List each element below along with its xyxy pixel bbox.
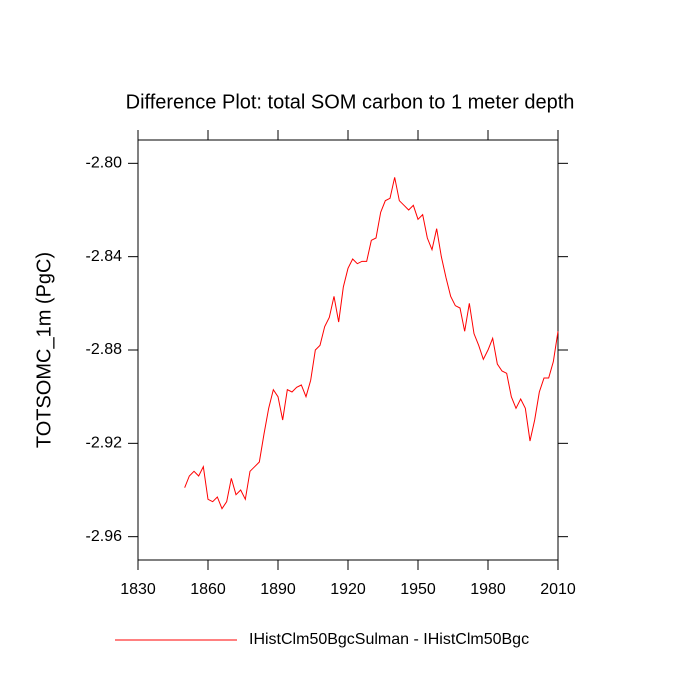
chart-title: Difference Plot: total SOM carbon to 1 m… — [126, 91, 575, 113]
data-line — [184, 177, 559, 510]
x-tick-label: 2010 — [540, 581, 576, 598]
y-tick-label: -2.80 — [86, 155, 123, 172]
y-tick-label: -2.92 — [86, 435, 123, 452]
x-tick-label: 1890 — [260, 581, 296, 598]
y-tick-label: -2.84 — [86, 248, 123, 265]
legend-label: IHistClm50BgcSulman - IHistClm50Bgc — [249, 631, 529, 648]
y-tick-label: -2.88 — [86, 341, 123, 358]
y-axis-label: TOTSOMC_1m (PgC) — [33, 252, 55, 448]
x-tick-label: 1830 — [120, 581, 156, 598]
x-tick-label: 1920 — [330, 581, 366, 598]
x-tick-label: 1860 — [190, 581, 226, 598]
x-tick-label: 1980 — [470, 581, 506, 598]
y-tick-label: -2.96 — [86, 528, 123, 545]
x-tick-label: 1950 — [400, 581, 436, 598]
